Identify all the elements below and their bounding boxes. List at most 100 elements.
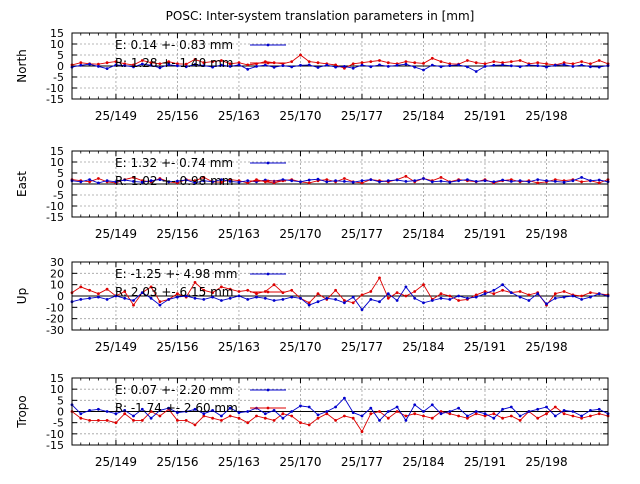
- data-point-E: [378, 419, 381, 422]
- data-point-R: [97, 419, 100, 422]
- series-line-E: [71, 63, 609, 73]
- legend-marker-e: [266, 161, 270, 165]
- data-point-E: [580, 63, 583, 67]
- y-tick-label: -5: [53, 417, 64, 430]
- data-point-E: [149, 63, 153, 67]
- data-point-E: [580, 298, 583, 301]
- data-point-E: [88, 178, 91, 182]
- data-point-R: [351, 416, 355, 420]
- data-point-E: [360, 414, 364, 418]
- data-point-E: [140, 62, 144, 66]
- x-tick-label: 25/198: [525, 227, 567, 241]
- data-point-E: [299, 404, 302, 408]
- data-point-E: [386, 292, 390, 296]
- data-point-E: [527, 63, 531, 67]
- x-tick-label: 25/156: [156, 455, 198, 469]
- data-point-R: [202, 61, 206, 65]
- data-point-R: [88, 180, 91, 184]
- data-point-E: [211, 295, 215, 299]
- data-point-E: [149, 179, 153, 183]
- data-point-E: [553, 414, 557, 418]
- data-point-E: [193, 63, 197, 66]
- data-point-E: [360, 179, 364, 183]
- data-point-R: [360, 61, 364, 65]
- data-point-R: [509, 414, 513, 418]
- data-point-E: [439, 65, 443, 69]
- data-point-E: [422, 177, 425, 180]
- data-point-R: [132, 303, 135, 307]
- data-point-E: [474, 295, 478, 299]
- data-point-R: [105, 61, 109, 65]
- data-point-E: [413, 179, 417, 183]
- data-point-R: [211, 416, 215, 420]
- data-point-R: [316, 61, 320, 65]
- data-point-E: [518, 295, 522, 299]
- legend-label-r: R: 1.28 +- 1.40 mm: [115, 56, 233, 70]
- data-point-E: [97, 65, 100, 68]
- data-point-E: [193, 296, 197, 300]
- data-point-R: [386, 416, 390, 420]
- data-point-E: [325, 180, 329, 184]
- data-point-R: [140, 419, 144, 422]
- data-point-R: [553, 292, 557, 296]
- data-point-E: [395, 405, 399, 409]
- data-point-E: [299, 63, 302, 67]
- data-point-E: [246, 298, 250, 301]
- y-tick-label: -10: [46, 301, 64, 314]
- legend-marker-e: [266, 388, 270, 392]
- data-point-E: [580, 176, 583, 179]
- data-point-R: [439, 410, 443, 413]
- data-point-E: [360, 63, 364, 67]
- data-point-E: [553, 180, 557, 183]
- data-point-E: [545, 179, 548, 183]
- data-point-E: [492, 63, 496, 67]
- data-point-R: [272, 283, 276, 287]
- data-point-R: [580, 416, 583, 420]
- data-point-R: [474, 61, 478, 65]
- data-point-E: [395, 299, 399, 302]
- x-tick-label: 25/198: [525, 455, 567, 469]
- data-point-E: [167, 180, 171, 184]
- data-point-R: [369, 412, 373, 416]
- series-line-E: [71, 284, 609, 311]
- data-point-R: [404, 174, 408, 178]
- data-point-R: [589, 291, 592, 294]
- data-point-E: [88, 409, 91, 412]
- data-point-R: [404, 294, 408, 298]
- data-point-E: [501, 283, 504, 287]
- y-tick-label: 0: [57, 178, 64, 191]
- data-point-R: [597, 59, 601, 62]
- data-point-E: [457, 179, 460, 183]
- data-point-E: [307, 303, 311, 307]
- data-point-E: [88, 62, 91, 66]
- data-point-E: [439, 296, 443, 300]
- data-point-E: [97, 181, 100, 185]
- data-point-E: [369, 298, 373, 301]
- data-point-E: [316, 413, 320, 417]
- data-point-E: [536, 178, 540, 182]
- data-point-R: [307, 181, 311, 185]
- data-point-E: [571, 294, 575, 298]
- data-point-R: [580, 294, 583, 298]
- data-point-E: [290, 295, 294, 299]
- data-point-E: [281, 64, 285, 67]
- data-point-E: [597, 292, 601, 296]
- data-point-R: [430, 416, 434, 420]
- data-point-E: [167, 298, 171, 301]
- data-point-E: [79, 298, 83, 301]
- data-point-R: [290, 288, 294, 292]
- y-tick-label: -10: [46, 200, 64, 213]
- data-point-E: [369, 178, 373, 182]
- data-point-R: [378, 410, 381, 413]
- data-point-R: [378, 59, 381, 62]
- data-point-E: [211, 409, 215, 412]
- data-point-R: [334, 63, 337, 67]
- data-point-R: [228, 287, 232, 291]
- data-point-R: [299, 421, 302, 425]
- y-tick-label: 10: [50, 279, 64, 292]
- data-point-R: [474, 412, 478, 416]
- data-point-R: [413, 412, 417, 416]
- data-point-R: [325, 178, 329, 182]
- series-line-R: [71, 406, 609, 433]
